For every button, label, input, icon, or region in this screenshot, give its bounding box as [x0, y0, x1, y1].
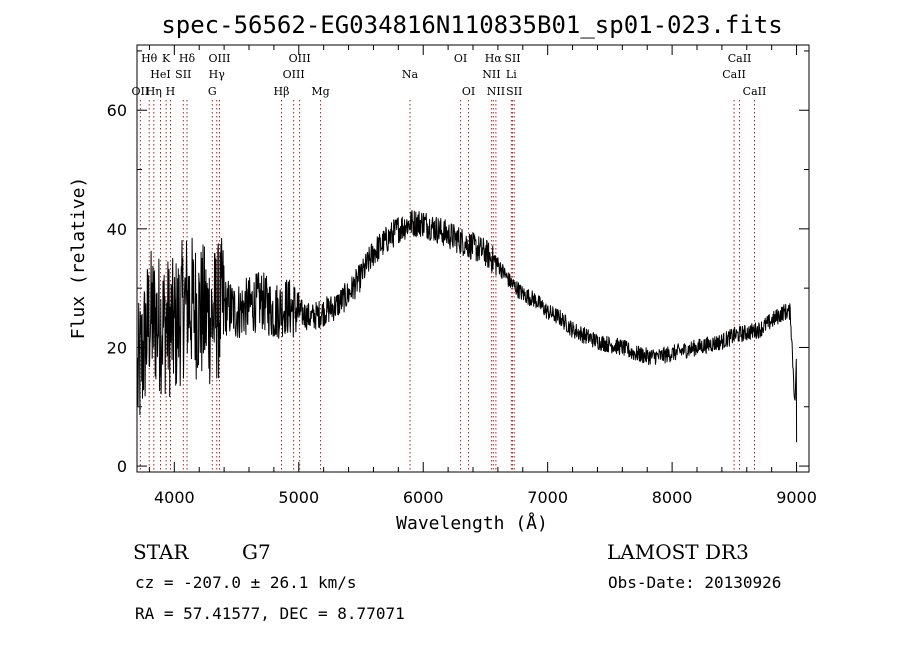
y-tick-label: 40 — [107, 220, 127, 239]
line-label: SII — [506, 85, 522, 98]
line-label: Hγ — [209, 68, 226, 81]
line-label: SII — [504, 52, 520, 65]
line-label: OII — [132, 85, 150, 98]
line-label: Mg — [311, 85, 329, 98]
line-label: G — [208, 85, 217, 98]
x-tick-label: 4000 — [154, 488, 195, 507]
line-label: Hα — [485, 52, 503, 65]
plot-frame — [136, 44, 810, 473]
line-label: CaII — [743, 85, 767, 98]
line-label: OI — [462, 85, 475, 98]
spectrum-series — [137, 210, 798, 443]
line-label: Hθ — [141, 52, 158, 65]
axis-ticks: 4000 5000 6000 7000 8000 9000 0 20 40 60 — [107, 45, 817, 507]
line-label: H — [166, 85, 176, 98]
y-tick-label: 0 — [117, 457, 127, 476]
line-label: OI — [454, 52, 467, 65]
x-axis-label: Wavelength (Å) — [396, 512, 548, 534]
line-label: K — [162, 52, 171, 65]
survey-name: LAMOST DR3 — [607, 540, 749, 564]
line-label: Hβ — [274, 85, 290, 98]
redshift-info: cz = -207.0 ± 26.1 km/s — [135, 573, 357, 592]
chart-title: spec-56562-EG034816N110835B01_sp01-023.f… — [161, 11, 782, 39]
line-label: HeI — [150, 68, 170, 81]
line-label: OIII — [283, 68, 305, 81]
line-label: Hη — [146, 85, 162, 98]
obs-date: Obs-Date: 20130926 — [608, 573, 781, 592]
line-label: CaII — [728, 52, 752, 65]
line-label: OIII — [208, 52, 230, 65]
line-label: SII — [175, 68, 191, 81]
x-tick-label: 8000 — [652, 488, 693, 507]
object-subclass: G7 — [242, 540, 271, 564]
x-tick-label: 6000 — [403, 488, 444, 507]
line-label: Hδ — [179, 52, 196, 65]
spectral-line-markers: OII Hθ Hη HeI K H SII Hδ G Hγ OIII Hβ OIII OIII Mg Na OI… — [132, 52, 767, 472]
line-label: OIII — [289, 52, 311, 65]
object-class: STAR — [133, 540, 189, 564]
line-label: NII — [482, 68, 500, 81]
line-label: NII — [487, 85, 505, 98]
spectrum-line — [137, 210, 798, 443]
x-tick-label: 9000 — [776, 488, 817, 507]
y-axis-label: Flux (relative) — [68, 177, 89, 340]
line-label: CaII — [722, 68, 746, 81]
coordinates: RA = 57.41577, DEC = 8.77071 — [135, 604, 405, 623]
x-tick-label: 5000 — [278, 488, 319, 507]
x-tick-label: 7000 — [527, 488, 568, 507]
y-tick-label: 20 — [107, 338, 127, 357]
line-label: Na — [402, 68, 419, 81]
line-label: Li — [506, 68, 517, 81]
y-tick-label: 60 — [107, 101, 127, 120]
